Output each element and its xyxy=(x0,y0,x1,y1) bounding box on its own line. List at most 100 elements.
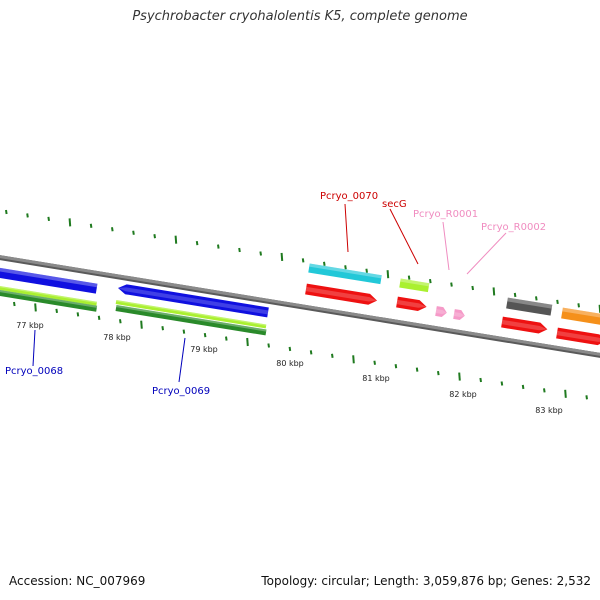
scale-label: 77 kbp xyxy=(16,321,44,330)
scale-tick xyxy=(161,326,164,331)
map-title: Psychrobacter cryohalolentis K5, complet… xyxy=(132,9,468,24)
scale-tick xyxy=(111,227,114,232)
cds-lime-0068 xyxy=(0,285,97,306)
scale-tick xyxy=(309,350,313,355)
scale-tick xyxy=(437,370,440,376)
label-leader xyxy=(442,221,450,271)
scale-label: 83 kbp xyxy=(535,406,563,415)
scale-tick xyxy=(267,343,270,348)
scale-tick xyxy=(331,353,334,358)
scale-tick xyxy=(119,319,122,324)
scale-tick xyxy=(217,244,220,249)
label-leader xyxy=(178,337,186,383)
scale-tick xyxy=(34,303,37,312)
scale-tick xyxy=(429,278,432,284)
gene-label-pcryo-r0001: Pcryo_R0001 xyxy=(413,209,478,220)
cds-orange xyxy=(561,307,600,327)
cds-gray xyxy=(506,297,553,316)
scale-tick xyxy=(365,268,368,273)
cds-red-secg xyxy=(396,296,427,311)
scale-tick xyxy=(394,364,398,369)
scale-tick xyxy=(386,270,390,279)
label-leader xyxy=(344,203,349,253)
topology-text: Topology: circular; Length: 3,059,876 bp… xyxy=(261,574,591,588)
scale-label: 78 kbp xyxy=(103,333,131,342)
scale-tick xyxy=(76,312,80,317)
scale-tick xyxy=(407,275,411,280)
trna-r0002 xyxy=(453,309,465,320)
scale-tick xyxy=(450,282,453,287)
scale-tick xyxy=(521,384,525,390)
label-leader xyxy=(32,329,36,367)
scale-label: 81 kbp xyxy=(362,374,390,383)
scale-tick xyxy=(13,301,16,307)
scale-tick xyxy=(513,292,517,298)
backbone xyxy=(0,255,600,358)
accession-text: Accession: NC_007969 xyxy=(9,574,146,588)
scale-tick xyxy=(415,367,419,372)
label-leader xyxy=(389,208,419,265)
cds-lime-0069 xyxy=(115,300,267,329)
label-leaders xyxy=(32,203,507,383)
scale-tick xyxy=(153,234,156,239)
scale-tick xyxy=(585,395,588,400)
scale-tick xyxy=(47,216,50,222)
scale-tick xyxy=(246,337,249,347)
cds-red-4 xyxy=(501,316,548,334)
cds-lime-secg xyxy=(399,278,430,293)
scale-tick xyxy=(140,320,143,329)
scale-tick xyxy=(535,296,538,301)
cds-green-0068 xyxy=(0,289,98,312)
scale-tick xyxy=(323,261,326,266)
scale-label: 79 kbp xyxy=(190,345,218,354)
scale-tick xyxy=(373,360,376,365)
scale-tick xyxy=(352,355,355,364)
cds-blue-0069 xyxy=(118,284,269,318)
scale-tick xyxy=(479,377,482,383)
scale-tick xyxy=(195,240,199,246)
scale-tick xyxy=(301,258,305,263)
cds-cyan-0070 xyxy=(308,263,382,285)
cds-green-0069 xyxy=(115,305,267,336)
scale-tick xyxy=(182,329,186,334)
scale-label: 80 kbp xyxy=(276,359,304,368)
scale-tick xyxy=(280,252,284,261)
scale-tick xyxy=(174,235,178,244)
scale-tick xyxy=(564,389,567,398)
scale-tick xyxy=(471,285,474,291)
scale-tick xyxy=(238,247,241,253)
cds-blue-0068 xyxy=(0,267,98,294)
gene-label-pcryo-0070: Pcryo_0070 xyxy=(320,191,378,202)
label-leader xyxy=(466,232,507,275)
gene-label-secg: secG xyxy=(382,199,407,210)
scale-tick xyxy=(203,332,207,338)
scale-tick xyxy=(259,251,262,256)
scale-tick xyxy=(288,346,292,352)
scale-tick xyxy=(89,223,93,228)
gene-label-pcryo-0068: Pcryo_0068 xyxy=(5,366,63,377)
cds-red-5 xyxy=(556,327,600,346)
scale-tick xyxy=(556,299,559,304)
scale-tick xyxy=(492,287,496,296)
scale-tick xyxy=(26,213,29,218)
labels: 77 kbp 78 kbp 79 kbp 80 kbp 81 kbp 82 kbp 83 k… xyxy=(5,191,563,415)
scale-tick xyxy=(68,218,72,227)
scale-tick xyxy=(543,388,546,393)
features xyxy=(0,263,600,346)
scale-tick xyxy=(344,265,347,270)
scale-tick xyxy=(577,303,580,308)
scale-tick xyxy=(225,336,228,341)
scale-tick xyxy=(500,381,504,386)
scale-tick xyxy=(5,209,8,215)
scale-tick xyxy=(55,308,58,314)
scale-ticks xyxy=(5,209,600,400)
scale-tick xyxy=(132,230,135,235)
scale-label: 82 kbp xyxy=(449,390,477,399)
gene-label-pcryo-0069: Pcryo_0069 xyxy=(152,386,210,397)
scale-tick xyxy=(97,315,101,320)
cds-red-0070 xyxy=(305,283,378,305)
scale-tick xyxy=(458,372,461,381)
trna-r0001 xyxy=(435,306,447,317)
